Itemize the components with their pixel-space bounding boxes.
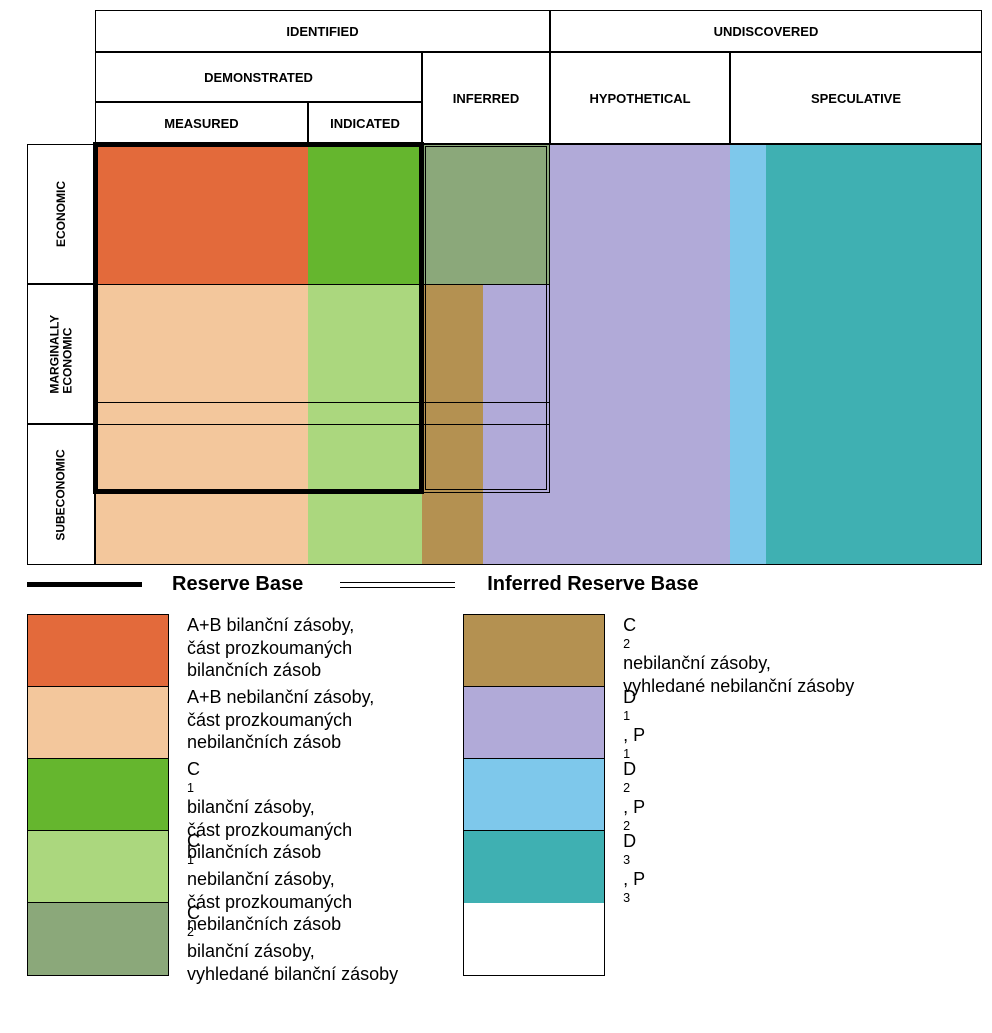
legend-col-right: C2 nebilanční zásoby,vyhledané nebilančn… bbox=[463, 614, 854, 976]
divider-marg-line bbox=[95, 402, 550, 403]
cell-inferred-economic bbox=[422, 144, 550, 284]
legend-desc-right-0: C2 nebilanční zásoby,vyhledané nebilančn… bbox=[623, 614, 854, 686]
row-label-economic: ECONOMIC bbox=[27, 144, 95, 284]
legend-desc-right-2: D2, P2 bbox=[623, 758, 854, 830]
legend-swatch-left-0 bbox=[28, 615, 168, 687]
legend-titles: Reserve Base Inferred Reserve Base bbox=[27, 573, 982, 596]
hdr-demonstrated: DEMONSTRATED bbox=[95, 52, 422, 102]
cell-speculative bbox=[766, 144, 982, 565]
row-label-subeconomic: SUBECONOMIC bbox=[27, 424, 95, 565]
row-label-marginal: MARGINALLYECONOMIC bbox=[27, 284, 95, 424]
reserve-base-title: Reserve Base bbox=[172, 573, 303, 596]
hdr-measured: MEASURED bbox=[95, 102, 308, 144]
legend-desc-left-4: C2 bilanční zásoby,vyhledané bilanční zá… bbox=[187, 902, 398, 974]
legend-desc-left-3: C1 nebilanční zásoby,část prozkoumanýchn… bbox=[187, 830, 398, 902]
hdr-speculative: SPECULATIVE bbox=[730, 52, 982, 144]
legend-swatch-right-3 bbox=[464, 831, 604, 903]
hdr-inferred: INFERRED bbox=[422, 52, 550, 144]
hdr-hypothetical: HYPOTHETICAL bbox=[550, 52, 730, 144]
legend-desc-right-3: D3, P3 bbox=[623, 830, 854, 902]
legend-swatch-right-1 bbox=[464, 687, 604, 759]
legend-columns: A+B bilanční zásoby,část prozkoumanýchbi… bbox=[27, 614, 982, 976]
cell-measured-economic bbox=[95, 144, 308, 284]
legend-swatch-left-3 bbox=[28, 831, 168, 903]
divider-marg-sub bbox=[95, 424, 550, 425]
hdr-indicated: INDICATED bbox=[308, 102, 422, 144]
inferred-reserve-base-line-icon bbox=[340, 582, 455, 588]
hdr-identified: IDENTIFIED bbox=[95, 10, 550, 52]
cell-hypothetical-1 bbox=[550, 144, 730, 565]
legend-swatch-right-2 bbox=[464, 759, 604, 831]
cell-indicated-economic bbox=[308, 144, 422, 284]
legend-desc-left-2: C1 bilanční zásoby,část prozkoumanýchbil… bbox=[187, 758, 398, 830]
cell-hypothetical-2 bbox=[730, 144, 766, 565]
reserve-base-line-icon bbox=[27, 582, 142, 587]
divider-econ-marg bbox=[95, 284, 550, 285]
legend-col-left: A+B bilanční zásoby,část prozkoumanýchbi… bbox=[27, 614, 398, 976]
inferred-reserve-base-title: Inferred Reserve Base bbox=[487, 573, 698, 596]
legend-desc-left-1: A+B nebilanční zásoby,část prozkoumaných… bbox=[187, 686, 398, 758]
legend-desc-right-1: D1, P1 bbox=[623, 686, 854, 758]
legend-desc-left-0: A+B bilanční zásoby,část prozkoumanýchbi… bbox=[187, 614, 398, 686]
legend-swatch-left-4 bbox=[28, 903, 168, 975]
mckelvey-diagram: IDENTIFIED UNDISCOVERED DEMONSTRATED INF… bbox=[10, 10, 982, 565]
legend-swatch-right-0 bbox=[464, 615, 604, 687]
legend-swatch-left-2 bbox=[28, 759, 168, 831]
hdr-undiscovered: UNDISCOVERED bbox=[550, 10, 982, 52]
legend-swatch-left-1 bbox=[28, 687, 168, 759]
